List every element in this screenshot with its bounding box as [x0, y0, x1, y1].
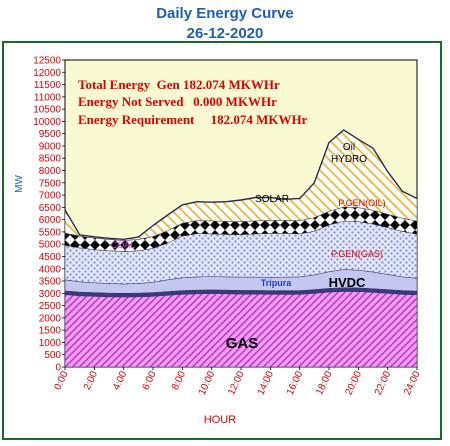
y-tick-label: 9000	[39, 141, 62, 152]
series-label-coal: COAL	[111, 240, 136, 250]
series-label-solar: SOLAR	[255, 194, 289, 205]
y-tick-label: 5000	[39, 240, 62, 251]
y-tick-label: 9500	[39, 129, 62, 140]
y-tick-label: 12000	[33, 68, 61, 79]
y-tick-label: 2000	[39, 313, 62, 324]
series-label-pgen-gas: P.GEN(GAS)	[331, 249, 383, 259]
y-tick-label: 7000	[39, 191, 62, 202]
y-tick-label: 10500	[33, 105, 61, 116]
area-layers	[64, 129, 418, 368]
y-tick-label: 4500	[39, 252, 62, 263]
y-tick-label: 2500	[39, 301, 62, 312]
y-tick-label: 3500	[39, 277, 62, 288]
series-label-gas: GAS	[226, 335, 259, 352]
y-tick-label: 1500	[39, 326, 62, 337]
y-tick-label: 6500	[39, 203, 62, 214]
y-tick-label: 6000	[39, 215, 62, 226]
y-tick-label: 12500	[33, 56, 61, 67]
series-label-oil: Oil	[343, 142, 355, 153]
y-tick-label: 4000	[39, 264, 62, 275]
y-tick-label: 500	[44, 350, 61, 361]
chart-title: Daily Energy Curve	[156, 5, 294, 22]
series-label-hvdc: HVDC	[329, 275, 366, 290]
y-tick-label: 8500	[39, 154, 62, 165]
y-tick-label: 0	[55, 363, 61, 374]
y-tick-label: 1000	[39, 338, 62, 349]
y-tick-label: 11500	[34, 80, 62, 91]
annotation-energy-requirement: Energy Requirement 182.074 MKWHr	[78, 112, 308, 127]
y-tick-label: 11000	[34, 92, 62, 103]
chart-subtitle: 26-12-2020	[187, 25, 264, 42]
series-label-hydro: HYDRO	[331, 154, 367, 165]
area-gas	[64, 291, 418, 368]
total-demand-line	[64, 129, 418, 241]
y-tick-label: 5500	[39, 227, 62, 238]
y-tick-label: 7500	[39, 178, 62, 189]
series-label-tripura: Tripura	[261, 278, 293, 288]
y-tick-label: 8000	[39, 166, 62, 177]
y-axis-title: MW	[14, 175, 25, 193]
y-tick-label: 3000	[39, 289, 62, 300]
x-axis-title: HOUR	[204, 414, 236, 426]
annotation-total-energy: Total Energy Gen 182.074 MKWHr	[78, 77, 280, 92]
annotation-energy-not-served: Energy Not Served 0.000 MKWHr	[78, 94, 277, 109]
series-label-pgen-oil: P.GEN(OIL)	[338, 198, 385, 208]
y-tick-label: 10000	[33, 117, 61, 128]
